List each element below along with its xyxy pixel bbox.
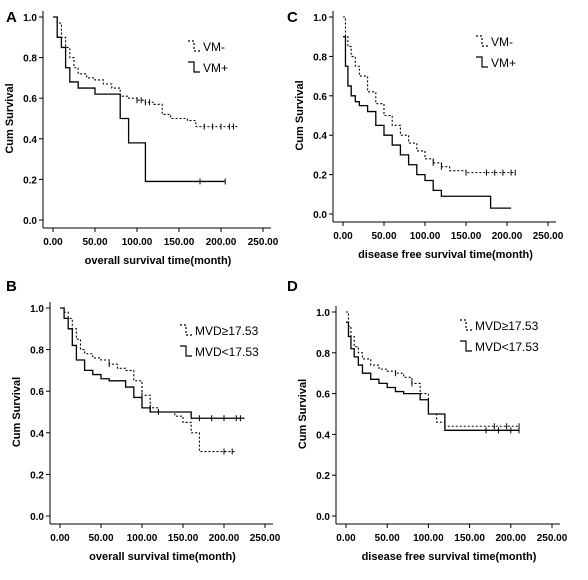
x-tick-label: 100.00: [410, 231, 441, 242]
x-tick-label: 100.00: [413, 533, 444, 544]
panel-A: A 0.00 50.00 100.00 150.00 200.00 250.00 0.0 0.2…: [4, 9, 279, 267]
x-tick-label: 150.00: [164, 237, 195, 248]
x-tick-label: 50.00: [82, 237, 107, 248]
y-axis-label: Cum Survival: [11, 377, 23, 447]
x-tick-label: 250.00: [537, 533, 568, 544]
y-tick-label: 0.0: [30, 512, 44, 523]
x-tick-label: 250.00: [250, 533, 281, 544]
x-tick-label: 200.00: [206, 237, 237, 248]
y-tick-label: 0.0: [313, 210, 327, 221]
y-tick-label: 0.4: [30, 429, 44, 440]
panel-B: B 0.00 50.00 100.00 150.00 200.00 250.00 0.0 0.2…: [6, 278, 281, 563]
y-tick-label: 0.0: [23, 216, 37, 227]
y-tick-label: 0.8: [23, 54, 37, 65]
x-tick-label: 0.00: [333, 231, 353, 242]
y-tick-label: 0.2: [30, 470, 44, 481]
legend-entry: VM+: [491, 56, 516, 70]
x-tick-label: 0.00: [50, 533, 70, 544]
x-tick-label: 200.00: [492, 231, 523, 242]
legend-line: [180, 345, 192, 357]
y-tick-label: 0.6: [23, 94, 37, 105]
y-tick-label: 0.2: [316, 471, 330, 482]
x-tick-label: 100.00: [122, 237, 153, 248]
legend-entry: VM-: [203, 40, 225, 54]
legend-line: [460, 340, 472, 352]
x-tick-label: 0.00: [336, 533, 356, 544]
x-axis-label: overall survival time(month): [89, 551, 236, 563]
x-tick-label: 50.00: [88, 533, 113, 544]
x-tick-label: 150.00: [168, 533, 199, 544]
panel-label: D: [287, 278, 298, 295]
legend-line: [188, 61, 200, 73]
y-tick-label: 0.6: [30, 387, 44, 398]
legend-line: [476, 35, 488, 47]
legend-entry: VM-: [491, 35, 513, 49]
panel-label: A: [6, 9, 17, 26]
series-line-vm-: [343, 36, 512, 209]
y-tick-label: 1.0: [30, 304, 44, 315]
y-tick-label: 0.6: [316, 390, 330, 401]
x-tick-label: 50.00: [371, 231, 396, 242]
y-tick-label: 0.4: [313, 131, 327, 142]
x-tick-label: 250.00: [533, 231, 564, 242]
y-tick-label: 0.2: [313, 171, 327, 182]
legend-line: [180, 324, 192, 336]
legend-entry: VM+: [203, 61, 228, 75]
y-tick-label: 0.6: [313, 92, 327, 103]
y-tick-label: 0.4: [23, 135, 37, 146]
y-tick-label: 0.0: [316, 512, 330, 523]
legend-line: [476, 56, 488, 68]
legend-line: [188, 40, 200, 52]
y-tick-label: 1.0: [313, 13, 327, 24]
y-tick-label: 0.8: [30, 346, 44, 357]
y-axis-label: Cum Survival: [294, 80, 306, 150]
legend-entry: MVD<17.53: [475, 340, 539, 354]
y-axis-label: Cum Survival: [4, 83, 16, 153]
y-tick-label: 1.0: [316, 308, 330, 319]
x-tick-label: 250.00: [248, 237, 279, 248]
x-tick-label: 50.00: [375, 533, 400, 544]
x-tick-label: 200.00: [209, 533, 240, 544]
series-line-mvd-17-53: [60, 307, 245, 419]
x-tick-label: 150.00: [451, 231, 482, 242]
panel-label: C: [287, 9, 298, 26]
series-line-vm-: [53, 16, 226, 183]
series-line-vm-: [343, 16, 516, 174]
x-axis-label: disease free survival time(month): [362, 551, 537, 563]
legend-entry: MVD<17.53: [195, 345, 259, 359]
panel-D: D 0.00 50.00 100.00 150.00 200.00 250.00 0.0 0.2…: [287, 278, 568, 563]
x-tick-label: 100.00: [127, 533, 158, 544]
y-tick-label: 0.8: [313, 52, 327, 63]
y-tick-label: 0.8: [316, 349, 330, 360]
y-axis-label: Cum Survival: [297, 379, 309, 449]
y-tick-label: 0.2: [23, 175, 37, 186]
panel-label: B: [6, 278, 17, 295]
legend-entry: MVD≥17.53: [195, 324, 259, 338]
y-tick-label: 0.4: [316, 430, 330, 441]
x-axis-label: disease free survival time(month): [358, 249, 533, 261]
x-tick-label: 0.00: [43, 237, 63, 248]
series-line-mvd-17-53: [60, 307, 237, 453]
y-tick-label: 1.0: [23, 13, 37, 24]
series-line-mvd-17-53: [346, 321, 520, 431]
x-tick-label: 200.00: [496, 533, 527, 544]
legend-line: [460, 319, 472, 331]
series-line-vm-: [53, 16, 238, 128]
legend-entry: MVD≥17.53: [475, 319, 539, 333]
x-axis-label: overall survival time(month): [85, 255, 232, 267]
panel-C: C 0.00 50.00 100.00 150.00 200.00 250.00 0.0 0.2…: [287, 9, 564, 261]
x-tick-label: 150.00: [454, 533, 485, 544]
